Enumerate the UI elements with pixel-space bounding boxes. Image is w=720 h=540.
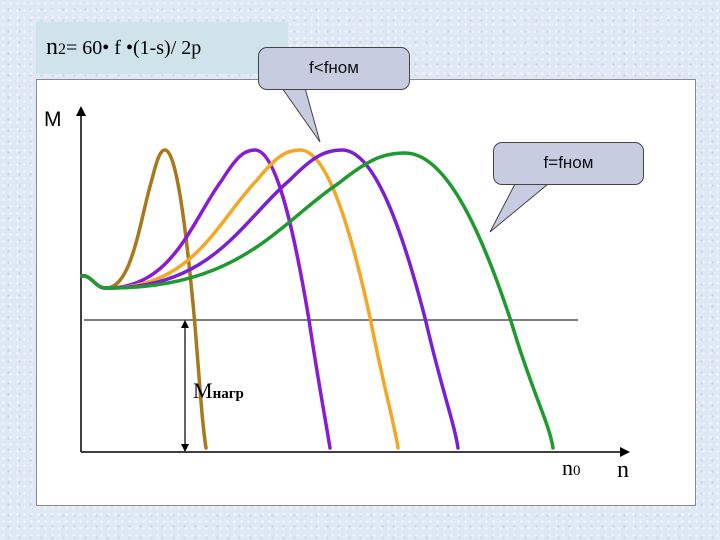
synchronous-speed-label: n0 [562, 455, 581, 481]
synchronous-speed-label-sub: 0 [573, 463, 581, 479]
torque-curve-4 [80, 148, 460, 450]
load-torque-label-main: M [193, 378, 213, 403]
callout-low-frequency-text: f<fном [309, 58, 359, 77]
torque-curves [80, 148, 555, 450]
formula-box: n2= 60• f •(1-s)/ 2p [36, 22, 288, 74]
x-axis-label: n [617, 457, 629, 483]
load-torque-label-sub: нагр [212, 386, 244, 402]
torque-curve-nominal [80, 151, 555, 450]
formula-lhs: n [46, 34, 58, 60]
callout-low-frequency: f<fном [258, 47, 410, 90]
callout-nominal-pointer [489, 183, 550, 233]
synchronous-speed-label-main: n [562, 455, 573, 480]
callout-nominal-frequency: f=fном [493, 142, 644, 185]
callout-nominal-frequency-text: f=fном [543, 153, 594, 172]
callout-low-pointer [281, 87, 321, 143]
formula-rhs: = 60• f •(1-s)/ 2p [66, 37, 202, 59]
formula-lhs-subscript: 2 [58, 41, 66, 58]
load-torque-label: Mнагр [193, 378, 244, 404]
torque-curve-1 [80, 148, 208, 450]
y-axis-label: M [44, 108, 62, 131]
